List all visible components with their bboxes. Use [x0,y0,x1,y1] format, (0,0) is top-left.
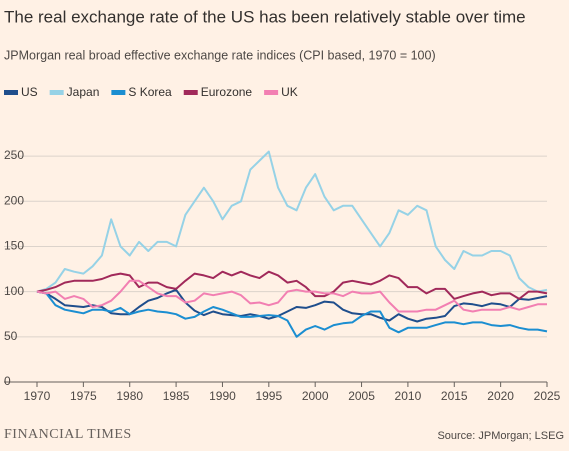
x-tick-label: 2010 [395,389,422,403]
x-tick-label: 1995 [255,389,282,403]
y-tick-label: 150 [4,239,24,253]
legend-label: Japan [67,85,100,99]
chart-title: The real exchange rate of the US has bee… [4,7,526,26]
brand: FINANCIAL TIMES [4,427,132,442]
y-tick-label: 50 [4,329,18,343]
legend-label: S Korea [128,85,172,99]
legend-label: US [21,85,38,99]
x-tick-label: 1980 [116,389,143,403]
y-tick-label: 100 [4,284,24,298]
series-line [36,290,548,338]
legend-swatch [264,90,279,95]
legend-swatch [111,90,126,95]
x-tick-label: 1985 [163,389,190,403]
x-tick-label: 2015 [441,389,468,403]
legend-label: UK [281,85,298,99]
x-tick-label: 1975 [70,389,97,403]
legend-swatch [49,90,64,95]
x-tick-label: 2025 [534,389,561,403]
x-tick-label: 2005 [348,389,375,403]
x-tick-label: 2020 [487,389,514,403]
source: Source: JPMorgan; LSEG [437,430,564,442]
x-tick-label: 1990 [209,389,236,403]
y-tick-label: 200 [4,193,24,207]
series-line [36,150,548,293]
legend-swatch [4,90,18,95]
legend-label: Eurozone [201,85,253,99]
y-tick-label: 0 [4,374,11,388]
series-line [36,270,548,300]
series-line [36,279,547,313]
legend-swatch [183,90,198,95]
x-tick-label: 1970 [24,389,51,403]
x-tick-label: 2000 [302,389,329,403]
chart-subtitle: JPMorgan real broad effective exchange r… [4,48,436,62]
series-line [36,288,548,323]
y-tick-label: 250 [4,148,24,162]
